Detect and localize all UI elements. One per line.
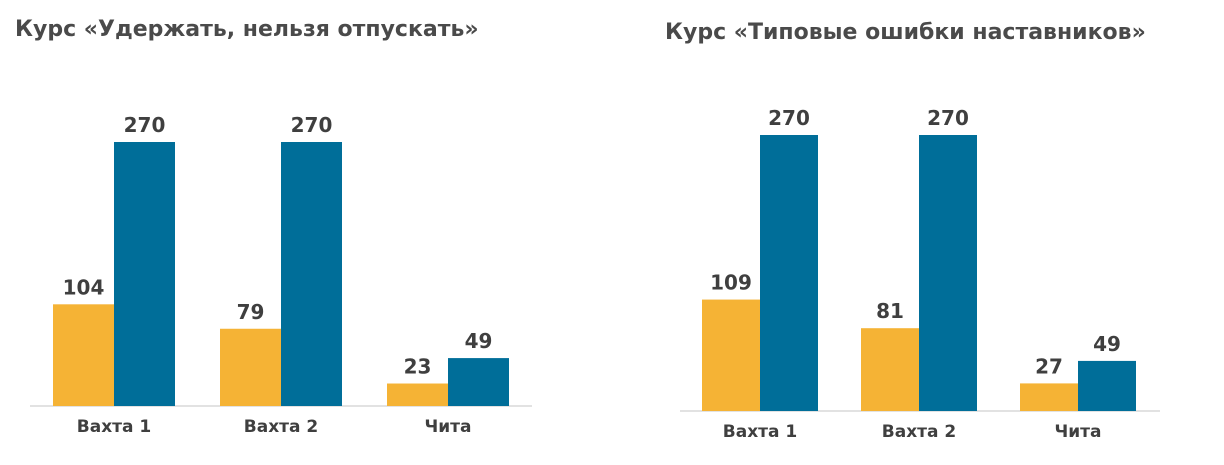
chart-right-bar-s2-3 xyxy=(1078,360,1136,411)
chart-right-bar-s1-2 xyxy=(861,328,919,411)
chart-left-category-label-3: Чита xyxy=(425,417,472,437)
chart-left-value-label-s1-2: 79 xyxy=(237,300,265,324)
chart-right-title: Курс «Типовые ошибки наставников» xyxy=(665,20,1146,45)
chart-right-category-label-1: Вахта 1 xyxy=(723,422,797,442)
chart-right-category-label-3: Чита xyxy=(1055,422,1102,442)
chart-right-category-label-2: Вахта 2 xyxy=(882,422,956,442)
chart-left-category-label-2: Вахта 2 xyxy=(244,417,318,437)
chart-left-title: Курс «Удержать, нельзя отпускать» xyxy=(15,17,479,42)
chart-right-value-label-s2-1: 270 xyxy=(768,106,810,130)
chart-right-bar-s1-1 xyxy=(702,299,760,411)
chart-right-value-label-s2-3: 49 xyxy=(1093,332,1121,356)
chart-left-value-label-s1-3: 23 xyxy=(404,355,432,379)
chart-left-bar-s2-3 xyxy=(448,358,509,406)
chart-right: Курс «Типовые ошибки наставников» 109 270… xyxy=(665,20,1160,442)
chart-left-bar-s1-3 xyxy=(387,383,448,406)
chart-left-marks: 104 270 Вахта 1 79 270 Вахта 2 23 49 Чита xyxy=(53,113,509,437)
chart-right-value-label-s1-2: 81 xyxy=(876,299,904,323)
chart-left-value-label-s1-1: 104 xyxy=(63,275,105,299)
chart-right-value-label-s2-2: 270 xyxy=(927,106,969,130)
chart-left-bar-s2-1 xyxy=(114,142,175,406)
chart-right-marks: 109 270 Вахта 1 81 270 Вахта 2 27 49 Чита xyxy=(702,106,1136,442)
chart-left: Курс «Удержать, нельзя отпускать» 104 270… xyxy=(15,17,532,437)
chart-right-value-label-s1-3: 27 xyxy=(1035,354,1063,378)
chart-left-bar-s1-1 xyxy=(53,304,114,406)
chart-right-value-label-s1-1: 109 xyxy=(710,271,752,295)
chart-right-bar-s2-1 xyxy=(760,135,818,411)
chart-left-value-label-s2-2: 270 xyxy=(291,113,333,137)
chart-left-bar-s2-2 xyxy=(281,142,342,406)
chart-right-bar-s1-3 xyxy=(1020,383,1078,411)
chart-left-value-label-s2-3: 49 xyxy=(465,329,493,353)
chart-right-bar-s2-2 xyxy=(919,135,977,411)
chart-left-bar-s1-2 xyxy=(220,328,281,406)
chart-left-category-label-1: Вахта 1 xyxy=(77,417,151,437)
chart-left-value-label-s2-1: 270 xyxy=(124,113,166,137)
